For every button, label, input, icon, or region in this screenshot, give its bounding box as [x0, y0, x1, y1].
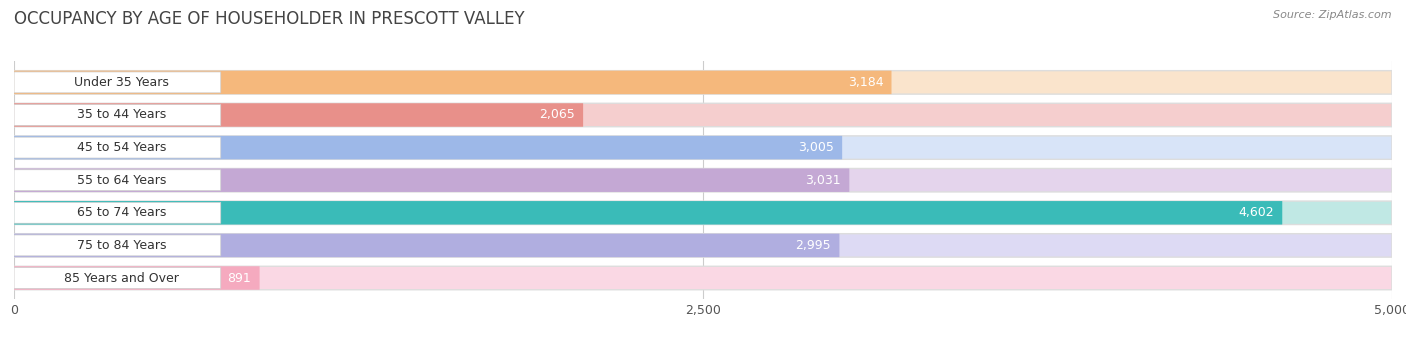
FancyBboxPatch shape [14, 105, 221, 125]
FancyBboxPatch shape [14, 168, 849, 192]
Text: 2,995: 2,995 [796, 239, 831, 252]
Text: 35 to 44 Years: 35 to 44 Years [77, 108, 166, 121]
Text: 891: 891 [228, 272, 252, 285]
Text: 65 to 74 Years: 65 to 74 Years [77, 206, 166, 219]
FancyBboxPatch shape [14, 235, 221, 256]
Text: 3,184: 3,184 [848, 76, 883, 89]
FancyBboxPatch shape [14, 201, 1392, 224]
FancyBboxPatch shape [14, 234, 839, 257]
FancyBboxPatch shape [14, 268, 221, 288]
Text: 55 to 64 Years: 55 to 64 Years [77, 174, 166, 187]
FancyBboxPatch shape [14, 202, 221, 223]
FancyBboxPatch shape [14, 103, 583, 127]
Text: 45 to 54 Years: 45 to 54 Years [77, 141, 166, 154]
Text: 3,005: 3,005 [799, 141, 834, 154]
FancyBboxPatch shape [14, 71, 1392, 94]
FancyBboxPatch shape [14, 72, 221, 93]
FancyBboxPatch shape [14, 168, 1392, 192]
Text: 3,031: 3,031 [806, 174, 841, 187]
Text: 85 Years and Over: 85 Years and Over [65, 272, 179, 285]
FancyBboxPatch shape [14, 71, 891, 94]
Text: OCCUPANCY BY AGE OF HOUSEHOLDER IN PRESCOTT VALLEY: OCCUPANCY BY AGE OF HOUSEHOLDER IN PRESC… [14, 10, 524, 28]
Text: 2,065: 2,065 [538, 108, 575, 121]
Text: Source: ZipAtlas.com: Source: ZipAtlas.com [1274, 10, 1392, 20]
FancyBboxPatch shape [14, 103, 1392, 127]
FancyBboxPatch shape [14, 170, 221, 191]
Text: 4,602: 4,602 [1239, 206, 1274, 219]
FancyBboxPatch shape [14, 266, 1392, 290]
FancyBboxPatch shape [14, 137, 221, 158]
Text: Under 35 Years: Under 35 Years [75, 76, 169, 89]
FancyBboxPatch shape [14, 136, 1392, 159]
Text: 75 to 84 Years: 75 to 84 Years [77, 239, 166, 252]
FancyBboxPatch shape [14, 234, 1392, 257]
FancyBboxPatch shape [14, 201, 1282, 224]
FancyBboxPatch shape [14, 136, 842, 159]
FancyBboxPatch shape [14, 266, 260, 290]
